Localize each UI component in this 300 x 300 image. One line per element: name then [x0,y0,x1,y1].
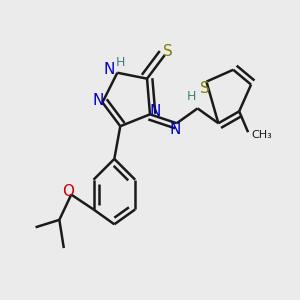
Text: H: H [187,90,196,103]
Text: N: N [169,122,181,137]
Text: H: H [116,56,125,69]
Text: S: S [163,44,173,59]
Text: CH₃: CH₃ [251,130,272,140]
Text: N: N [150,104,161,119]
Text: S: S [200,81,210,96]
Text: N: N [103,62,115,77]
Text: O: O [62,184,74,199]
Text: N: N [92,94,104,109]
